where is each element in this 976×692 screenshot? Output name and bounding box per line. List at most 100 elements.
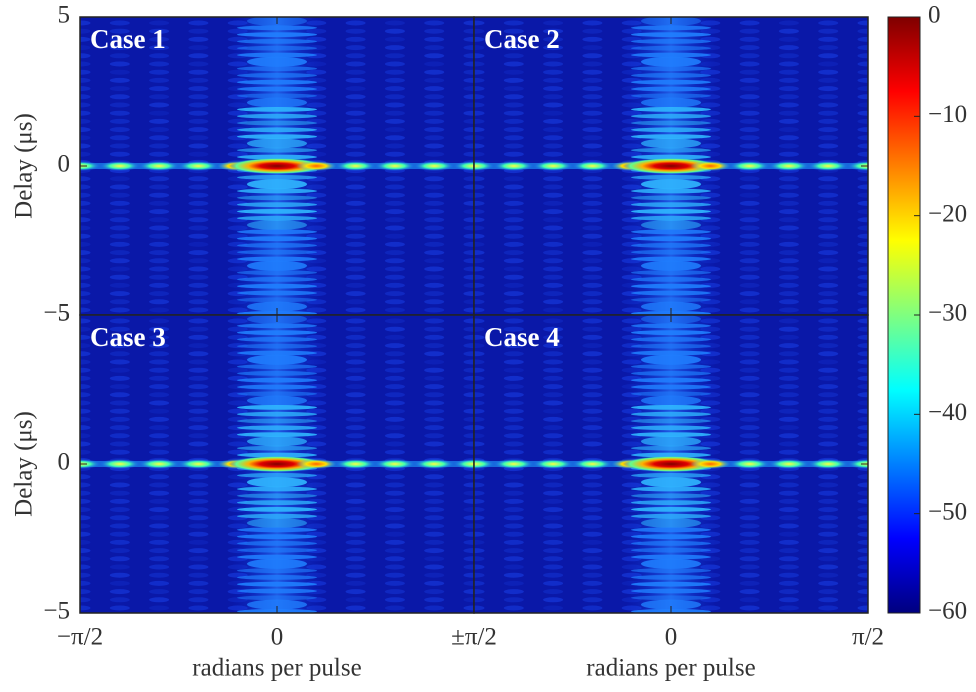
heatmap-cell	[631, 330, 711, 335]
heatmap-cell	[503, 291, 524, 297]
heatmap-cell	[296, 161, 337, 171]
heatmap-cell	[474, 135, 485, 141]
heatmap-cell	[503, 45, 524, 51]
heatmap-cell	[424, 564, 445, 570]
heatmap-cell	[739, 433, 760, 439]
heatmap-cell	[818, 474, 839, 480]
heatmap-cell	[739, 539, 760, 545]
heatmap-cell	[641, 558, 701, 569]
heatmap-cell	[631, 554, 711, 560]
heatmap-cell	[631, 581, 711, 587]
heatmap-cell	[237, 107, 317, 112]
heatmap-cell	[739, 94, 760, 100]
heatmap-cell	[474, 351, 485, 357]
heatmap-cell	[149, 250, 170, 256]
heatmap-cell	[424, 343, 445, 349]
heatmap-cell	[149, 192, 170, 198]
heatmap-cell	[80, 531, 91, 537]
heatmap-cell	[582, 151, 603, 157]
heatmap-cell	[237, 127, 317, 133]
heatmap-cell	[109, 498, 130, 504]
heatmap-cell	[778, 86, 799, 92]
colorbar-tick-label: −10	[928, 101, 967, 128]
heatmap-cell	[857, 531, 868, 537]
heatmap-cell	[631, 209, 711, 214]
heatmap-cell	[345, 36, 366, 42]
heatmap-cell	[247, 558, 307, 569]
heatmap-cell	[582, 539, 603, 545]
heatmap-cell	[582, 572, 603, 578]
heatmap-cell	[818, 282, 839, 288]
heatmap-cell	[335, 161, 376, 171]
heatmap-cell	[631, 527, 711, 533]
heatmap-cell	[237, 486, 317, 492]
heatmap-cell	[582, 449, 603, 455]
heatmap-cell	[474, 375, 485, 381]
heatmap-cell	[778, 307, 799, 313]
heatmap-cell	[739, 86, 760, 92]
heatmap-cell	[631, 277, 711, 282]
heatmap-cell	[818, 135, 839, 141]
heatmap-cell	[582, 192, 603, 198]
heatmap-cell	[463, 400, 474, 406]
heatmap-cell	[493, 161, 534, 171]
heatmap-cell	[857, 118, 868, 124]
heatmap-cell	[188, 45, 209, 51]
heatmap-cell	[847, 459, 868, 469]
heatmap-cell	[384, 449, 405, 455]
heatmap-cell	[384, 589, 405, 595]
heatmap-cell	[543, 408, 564, 414]
heatmap-cell	[778, 192, 799, 198]
heatmap-cell	[474, 474, 485, 480]
heatmap-cell	[778, 291, 799, 297]
heatmap-cell	[857, 326, 868, 332]
heatmap-cell	[424, 441, 445, 447]
colorbar-tick-label: −50	[928, 498, 967, 525]
heatmap-cell	[778, 266, 799, 272]
heatmap-cell	[631, 384, 711, 390]
heatmap-cell	[384, 225, 405, 231]
heatmap-cell	[474, 45, 485, 51]
heatmap-cell	[237, 445, 317, 451]
heatmap-cell	[237, 175, 317, 180]
heatmap-cell	[818, 507, 839, 513]
heatmap-cell	[543, 392, 564, 398]
heatmap-cell	[631, 568, 711, 573]
heatmap-cell	[739, 217, 760, 223]
heatmap-cell	[818, 200, 839, 206]
heatmap-cell	[149, 449, 170, 455]
heatmap-cell	[237, 418, 317, 424]
heatmap-cell	[149, 274, 170, 280]
heatmap-cell	[503, 28, 524, 34]
heatmap-cell	[109, 69, 130, 75]
heatmap-cell	[149, 392, 170, 398]
heatmap-cell	[80, 515, 91, 521]
heatmap-cell	[149, 490, 170, 496]
heatmap-cell	[237, 588, 317, 594]
heatmap-cell	[582, 233, 603, 239]
heatmap-cell	[857, 597, 868, 603]
heatmap-cell	[778, 77, 799, 83]
heatmap-cell	[739, 176, 760, 182]
heatmap-cell	[80, 392, 91, 398]
heatmap-cell	[739, 61, 760, 67]
heatmap-cell	[384, 359, 405, 365]
heatmap-cell	[543, 61, 564, 67]
heatmap-cell	[474, 605, 485, 611]
heatmap-cell	[109, 233, 130, 239]
heatmap-cell	[808, 459, 849, 469]
heatmap-cell	[543, 291, 564, 297]
heatmap-cell	[543, 200, 564, 206]
heatmap-cell	[778, 408, 799, 414]
heatmap-cell	[109, 209, 130, 215]
heatmap-cell	[543, 217, 564, 223]
heatmap-cell	[149, 539, 170, 545]
x-tick-label: −π/2	[57, 624, 103, 651]
heatmap-cell	[345, 359, 366, 365]
heatmap-cell	[739, 474, 760, 480]
heatmap-cell	[631, 473, 711, 478]
heatmap-cell	[345, 605, 366, 611]
heatmap-cell	[582, 597, 603, 603]
heatmap-cell	[80, 539, 91, 545]
heatmap-cell	[857, 343, 868, 349]
